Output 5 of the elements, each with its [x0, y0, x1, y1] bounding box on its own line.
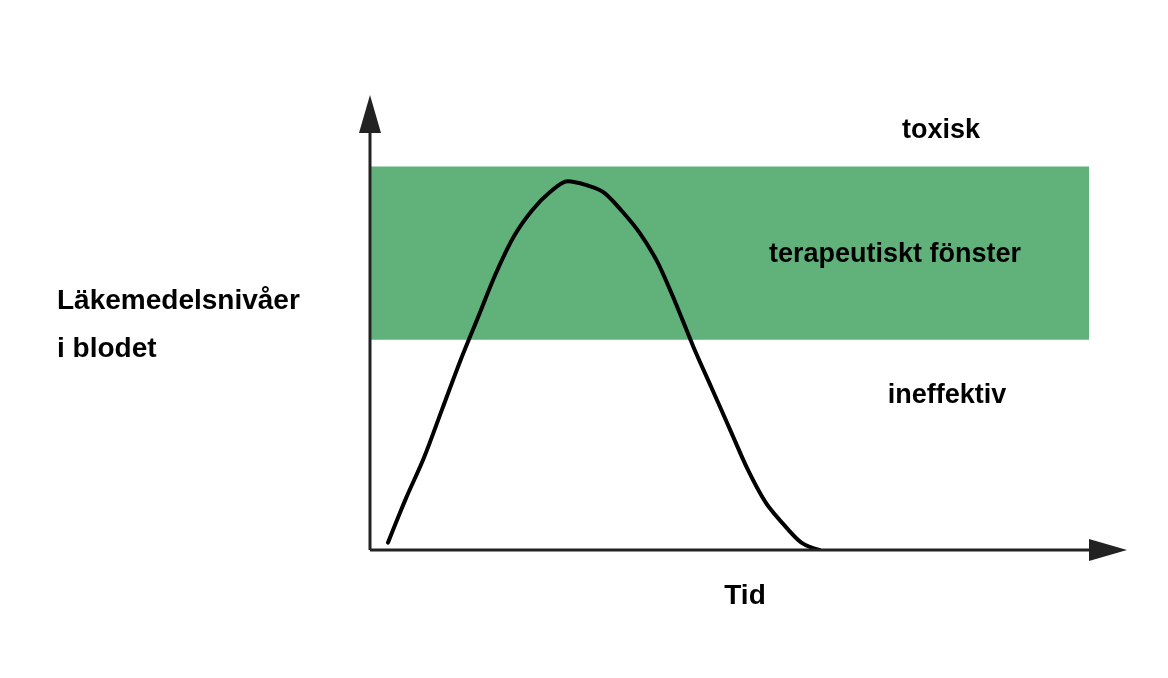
band-label: terapeutiskt fönster [768, 238, 1022, 269]
y-axis-title: Läkemedelsnivåer i blodet [57, 283, 300, 365]
annotation: ineffektiv [887, 378, 1007, 410]
x-axis-title: Tid [724, 579, 766, 611]
text: toxisk [901, 113, 981, 144]
